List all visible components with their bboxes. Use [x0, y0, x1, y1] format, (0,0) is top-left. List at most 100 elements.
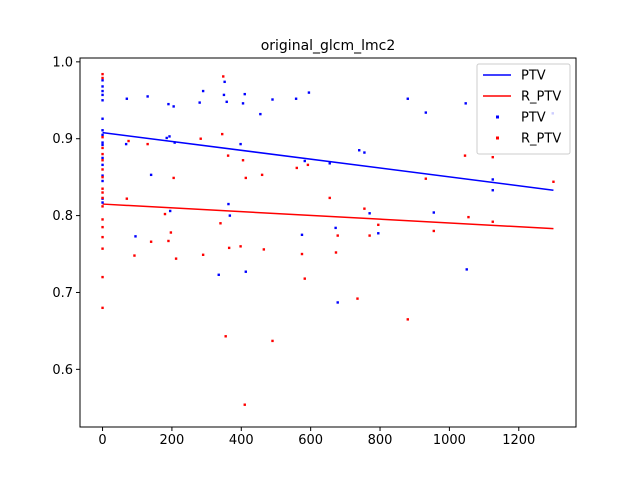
point-ptv	[222, 93, 226, 97]
point-ptv	[491, 189, 494, 192]
point-r-ptv	[221, 132, 224, 136]
point-r-ptv	[336, 234, 339, 237]
point-r-ptv	[133, 254, 136, 257]
point-ptv	[101, 133, 104, 137]
point-ptv	[101, 79, 104, 82]
point-r-ptv	[491, 220, 494, 223]
point-r-ptv	[101, 191, 104, 194]
point-r-ptv	[146, 142, 149, 146]
point-r-ptv	[424, 177, 428, 180]
point-r-ptv	[219, 222, 222, 225]
point-r-ptv	[101, 205, 104, 208]
point-r-ptv	[356, 297, 359, 300]
point-r-ptv	[363, 207, 366, 210]
point-r-ptv	[101, 135, 104, 139]
point-ptv	[165, 136, 168, 140]
point-ptv	[101, 163, 104, 167]
x-tick-label: 600	[298, 433, 323, 448]
point-r-ptv	[227, 246, 231, 250]
point-ptv	[149, 173, 153, 177]
point-ptv	[368, 212, 371, 215]
x-tick-label: 0	[98, 433, 106, 448]
point-ptv	[406, 97, 409, 100]
point-ptv	[124, 142, 128, 146]
point-r-ptv	[224, 335, 227, 338]
y-tick-label: 0.6	[52, 363, 73, 378]
point-ptv	[465, 268, 468, 271]
point-r-ptv	[101, 72, 104, 76]
point-ptv	[424, 111, 428, 114]
point-r-ptv	[271, 339, 274, 343]
point-ptv	[300, 233, 304, 237]
point-ptv	[328, 162, 331, 165]
point-r-ptv	[101, 76, 104, 80]
point-ptv	[239, 142, 242, 146]
point-ptv	[134, 235, 137, 238]
point-r-ptv	[101, 146, 104, 150]
point-r-ptv	[167, 239, 170, 243]
point-ptv	[172, 105, 175, 108]
point-r-ptv	[463, 154, 467, 157]
axes: 0 200 400 600 800 1000 1200 0.6 0.7 0.8 0.9 1.0	[52, 55, 577, 448]
point-r-ptv	[199, 137, 202, 140]
point-ptv	[167, 102, 170, 106]
point-ptv	[198, 101, 201, 104]
point-ptv	[271, 98, 274, 101]
point-r-ptv	[101, 159, 104, 162]
y-tick-label: 0.9	[52, 132, 73, 147]
point-ptv	[491, 178, 494, 181]
point-r-ptv	[377, 223, 380, 227]
point-r-ptv	[163, 212, 167, 216]
point-ptv	[377, 232, 380, 235]
point-r-ptv	[552, 180, 555, 183]
legend-label: PTV	[521, 111, 546, 126]
x-tick-label: 1200	[502, 433, 535, 448]
legend-marker-swatch	[496, 136, 499, 140]
point-r-ptv	[101, 247, 104, 250]
point-ptv	[358, 149, 361, 152]
point-ptv	[227, 202, 230, 206]
point-r-ptv	[243, 403, 246, 406]
point-r-ptv	[101, 168, 104, 171]
point-ptv	[363, 151, 366, 154]
point-ptv	[432, 211, 435, 214]
point-ptv	[101, 141, 104, 144]
point-r-ptv	[101, 175, 104, 179]
point-ptv	[168, 135, 171, 138]
point-r-ptv	[334, 251, 338, 254]
legend-label: R_PTV	[521, 132, 561, 147]
point-ptv	[334, 226, 337, 230]
point-ptv	[101, 93, 104, 97]
point-r-ptv	[101, 152, 104, 156]
point-r-ptv	[260, 173, 264, 177]
point-ptv	[173, 141, 176, 144]
trend-line-ptv	[102, 131, 554, 191]
point-ptv	[101, 89, 104, 93]
point-ptv	[125, 97, 129, 100]
point-ptv	[228, 214, 232, 217]
point-r-ptv	[306, 163, 310, 167]
point-ptv	[101, 99, 104, 102]
point-r-ptv	[328, 196, 331, 200]
legend-label: PTV	[521, 69, 546, 84]
point-r-ptv	[491, 155, 494, 159]
x-tick-label: 1000	[433, 433, 466, 448]
point-r-ptv	[300, 252, 304, 256]
point-r-ptv	[172, 176, 175, 180]
point-ptv	[336, 301, 339, 304]
point-r-ptv	[262, 248, 266, 251]
point-ptv	[225, 100, 228, 104]
point-r-ptv	[368, 234, 371, 237]
point-ptv	[101, 174, 104, 177]
x-tick-label: 800	[368, 433, 393, 448]
point-r-ptv	[169, 231, 173, 234]
point-r-ptv	[201, 253, 205, 256]
point-ptv	[101, 143, 104, 147]
point-ptv	[101, 156, 104, 160]
point-r-ptv	[432, 229, 435, 233]
chart-title: original_glcm_lmc2	[261, 38, 396, 54]
point-ptv	[101, 201, 104, 204]
point-r-ptv	[127, 139, 130, 143]
point-r-ptv	[101, 235, 104, 239]
